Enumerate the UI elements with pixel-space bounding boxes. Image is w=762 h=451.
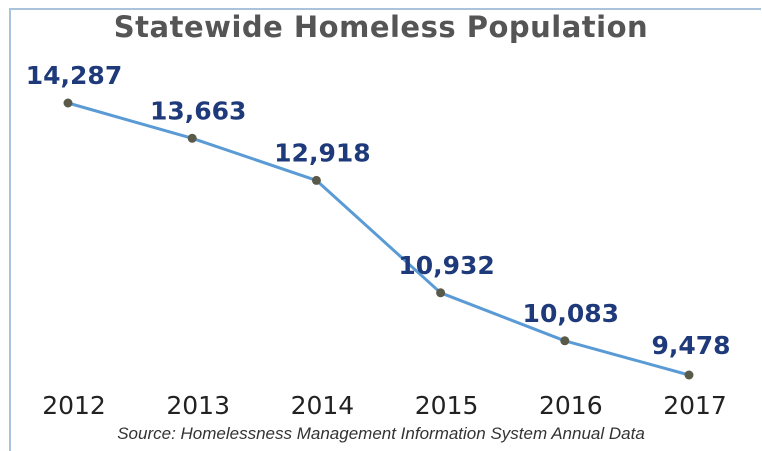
source-note: Source: Homelessness Management Informat…	[117, 424, 645, 443]
x-tick-label-2014: 2014	[291, 391, 355, 420]
data-point-2015	[436, 288, 446, 298]
data-point-2014	[311, 175, 321, 185]
data-label-2017: 9,478	[651, 331, 730, 360]
chart-frame-top-border	[9, 8, 761, 10]
data-label-2014: 12,918	[274, 138, 370, 167]
data-label-2012: 14,287	[26, 61, 122, 90]
chart-title: Statewide Homeless Population	[113, 10, 649, 44]
data-label-2013: 13,663	[150, 96, 246, 125]
data-point-2017	[684, 370, 694, 380]
x-tick-label-2017: 2017	[663, 391, 727, 420]
x-tick-label-2015: 2015	[415, 391, 479, 420]
data-point-2016	[560, 336, 570, 346]
x-tick-label-2012: 2012	[42, 391, 106, 420]
data-point-2013	[187, 133, 197, 143]
x-tick-label-2016: 2016	[539, 391, 603, 420]
chart-frame-left-border	[9, 8, 11, 451]
data-label-2015: 10,932	[398, 251, 494, 280]
data-point-2012	[63, 98, 73, 108]
x-tick-label-2013: 2013	[166, 391, 230, 420]
series-line	[67, 101, 690, 377]
data-label-2016: 10,083	[523, 299, 619, 328]
